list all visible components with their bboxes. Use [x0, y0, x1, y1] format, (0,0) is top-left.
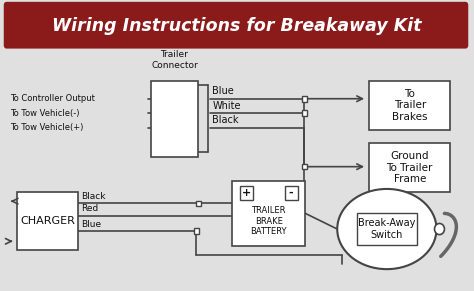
Text: White: White: [212, 101, 241, 111]
Text: Trailer
Connector: Trailer Connector: [151, 50, 198, 70]
Bar: [357, 213, 417, 245]
Bar: [240, 186, 253, 200]
Bar: [369, 143, 450, 192]
Text: Wiring Instructions for Breakaway Kit: Wiring Instructions for Breakaway Kit: [52, 17, 422, 35]
FancyBboxPatch shape: [4, 2, 468, 49]
Text: To Tow Vehicle(-): To Tow Vehicle(-): [9, 109, 79, 118]
Bar: [285, 186, 298, 200]
Text: Break-Away
Switch: Break-Away Switch: [358, 218, 416, 240]
Text: Ground
To Trailer
Frame: Ground To Trailer Frame: [386, 151, 433, 184]
Text: To Controller Output: To Controller Output: [9, 94, 95, 103]
Bar: [232, 181, 305, 246]
Text: Red: Red: [81, 205, 99, 213]
Bar: [369, 81, 450, 130]
Text: To
Trailer
Brakes: To Trailer Brakes: [392, 89, 428, 122]
Text: Black: Black: [212, 116, 239, 125]
Bar: [151, 81, 198, 157]
Bar: [17, 192, 78, 250]
Text: CHARGER: CHARGER: [20, 216, 75, 226]
Bar: [302, 110, 307, 116]
Text: Blue: Blue: [212, 86, 234, 97]
Text: Black: Black: [81, 192, 106, 201]
Text: +: +: [242, 188, 251, 198]
Text: -: -: [289, 188, 293, 198]
Text: TRAILER
BRAKE
BATTERY: TRAILER BRAKE BATTERY: [251, 206, 287, 236]
Ellipse shape: [337, 189, 437, 269]
Text: To Tow Vehicle(+): To Tow Vehicle(+): [9, 123, 83, 132]
Bar: [196, 200, 201, 206]
Text: Blue: Blue: [81, 220, 101, 229]
Circle shape: [435, 223, 445, 235]
Bar: [302, 164, 307, 169]
Bar: [194, 228, 199, 234]
Bar: [302, 96, 307, 102]
